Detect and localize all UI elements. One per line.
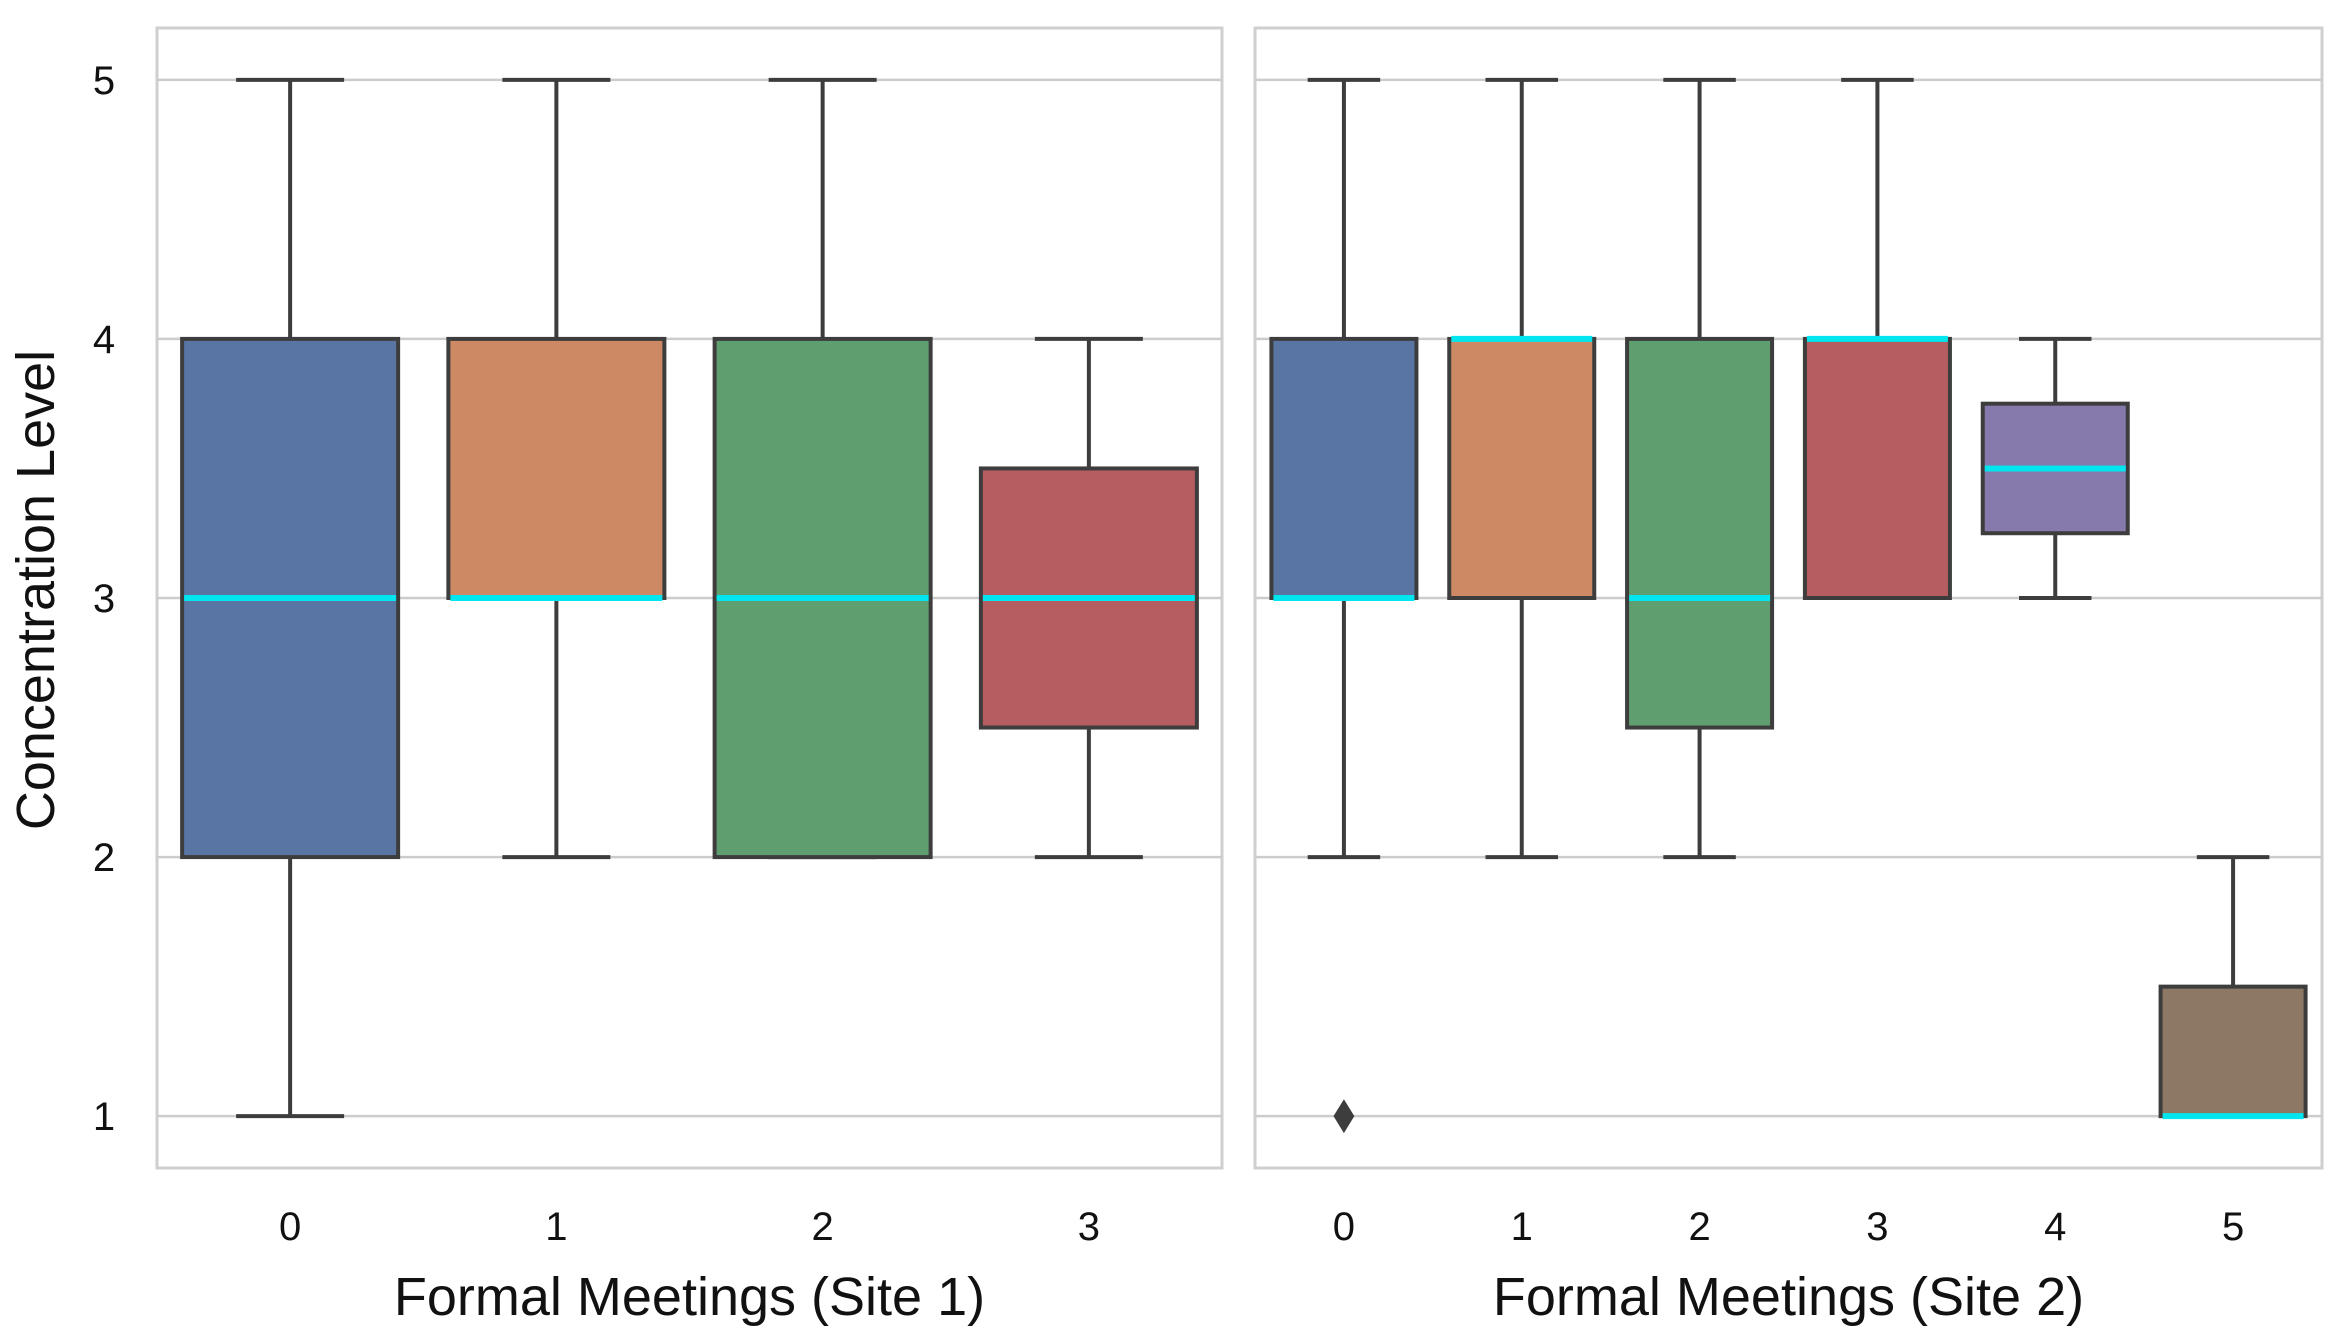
x-tick-label-3: 3 (1866, 1205, 1888, 1249)
box-group-1 (446, 77, 667, 860)
box-group-0 (180, 77, 401, 1119)
x-tick-label-1: 1 (545, 1205, 567, 1249)
box-group-3 (978, 336, 1199, 860)
y-tick-label-2: 2 (93, 836, 115, 880)
x-tick-label-1: 1 (1511, 1205, 1533, 1249)
box-group-4 (1980, 336, 2130, 600)
x-tick-label-0: 0 (279, 1205, 301, 1249)
y-tick-label-1: 1 (93, 1095, 115, 1139)
outlier-point (1333, 1099, 1355, 1134)
x-tick-label-2: 2 (1688, 1205, 1710, 1249)
x-tick-label-5: 5 (2222, 1205, 2244, 1249)
box-group-5 (2158, 855, 2308, 1120)
x-tick-label-0: 0 (1333, 1205, 1355, 1249)
iqr-box (1802, 336, 1952, 600)
x-axis-title-panel-1: Formal Meetings (Site 1) (394, 1267, 985, 1327)
iqr-box (2158, 984, 2308, 1119)
box-group-0 (1269, 77, 1419, 1134)
x-tick-label-2: 2 (812, 1205, 834, 1249)
x-tick-label-3: 3 (1078, 1205, 1100, 1249)
y-tick-label-3: 3 (93, 577, 115, 621)
y-tick-label-5: 5 (93, 59, 115, 103)
x-tick-label-4: 4 (2044, 1205, 2066, 1249)
panel-1: 0 1 2 3 Formal Meetings (Site 1) (155, 26, 1224, 1327)
panel-2: 0 1 2 3 4 5 Formal Meetings (Site 2) (1253, 26, 2324, 1327)
x-axis-title-panel-2: Formal Meetings (Site 2) (1493, 1267, 2084, 1327)
box-group-2 (1625, 77, 1775, 860)
iqr-box (1269, 336, 1419, 600)
box-group-3 (1802, 77, 1952, 600)
iqr-box (446, 336, 667, 600)
iqr-box (1625, 336, 1775, 730)
box-group-1 (1447, 77, 1597, 860)
box-group-2 (712, 77, 933, 860)
y-axis-title: Concentration Level (6, 350, 66, 830)
y-tick-label-4: 4 (93, 318, 115, 362)
iqr-box (1447, 336, 1597, 600)
